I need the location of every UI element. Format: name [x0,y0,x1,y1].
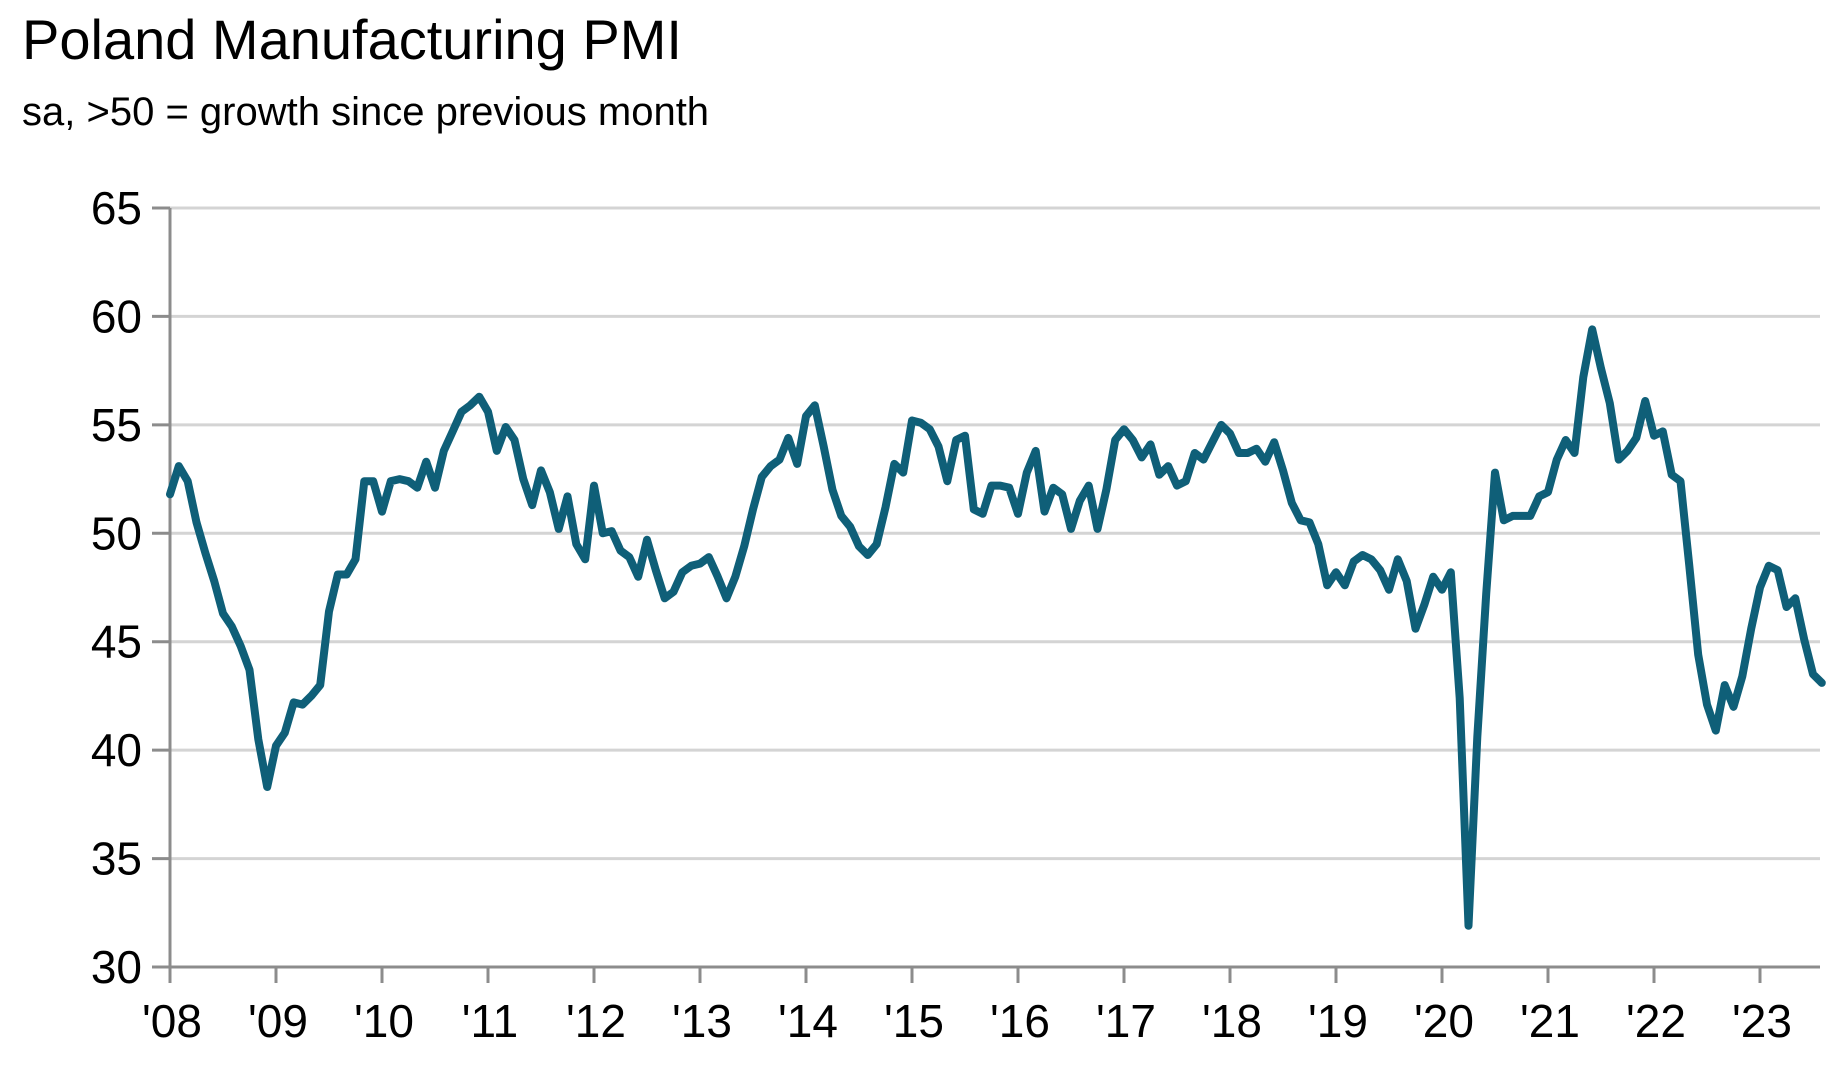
x-tick-label: '21 [1520,995,1580,1047]
x-tick-label: '08 [142,995,202,1047]
y-tick-label: 60 [91,290,142,342]
x-tick-label: '11 [462,995,519,1047]
series [166,325,1826,930]
gridlines [170,206,1820,861]
y-tick-label: 45 [91,616,142,668]
y-tick-label: 35 [91,833,142,885]
chart-subtitle: sa, >50 = growth since previous month [22,90,710,134]
x-tick-label: '20 [1414,995,1474,1047]
y-tick-label: 50 [91,507,142,559]
x-tick-label: '17 [1096,995,1156,1047]
series-line-0 [166,325,1826,930]
y-tick-label: 55 [91,399,142,451]
y-tick-label: 40 [91,724,142,776]
x-tick-label: '10 [354,995,414,1047]
x-tick-label: '19 [1308,995,1368,1047]
y-tick-label: 65 [91,182,142,234]
x-tick-labels: '08 '09 '10 '11 '12 '13 '14 '15 '16 '17 '18 '19 '20 '… [142,995,1792,1047]
x-tick-label: '12 [566,995,626,1047]
x-tick-label: '15 [884,995,944,1047]
axes [152,206,1820,983]
x-tick-label: '09 [248,995,308,1047]
x-tick-label: '18 [1202,995,1262,1047]
chart-title: Poland Manufacturing PMI [22,8,682,71]
x-tick-label: '23 [1732,995,1792,1047]
x-tick-label: '22 [1626,995,1686,1047]
x-tick-label: '13 [672,995,732,1047]
y-tick-label: 30 [91,941,142,993]
x-tick-label: '14 [778,995,838,1047]
y-tick-labels: 30 35 40 45 50 55 60 65 [91,182,142,993]
x-tick-label: '16 [990,995,1050,1047]
